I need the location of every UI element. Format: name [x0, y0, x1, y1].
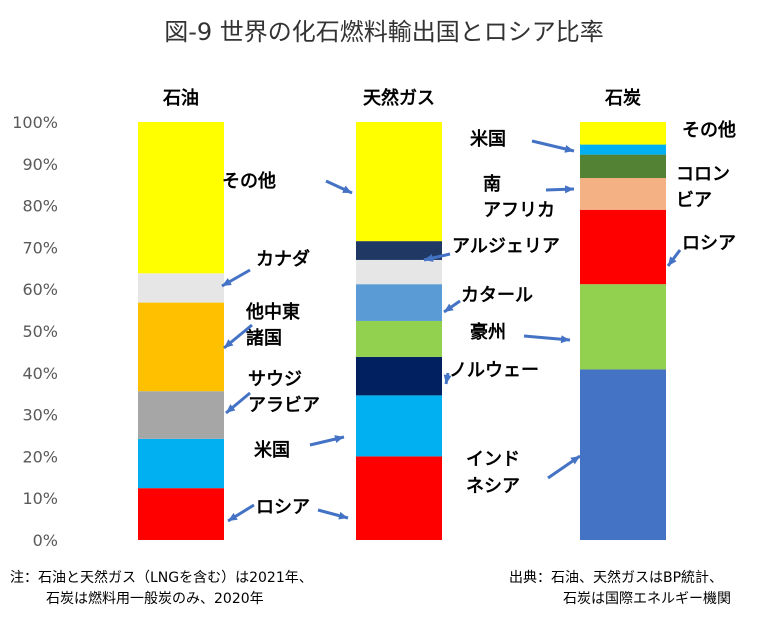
- note-left: 注：石油と天然ガス（LNGを含む）は2021年、 石炭は燃料用一般炭のみ、202…: [10, 569, 313, 607]
- note-right-line-2: 石炭は国際エネルギー機関: [563, 591, 731, 607]
- bar-segment: [356, 456, 442, 540]
- bar-segment: [138, 122, 224, 274]
- annotations: その他カナダ他中東諸国サウジアラビア米国ロシアアルジェリアカタール豪州ノルウェー…: [221, 119, 736, 523]
- bar-segment: [356, 122, 442, 242]
- annotation-arrow: [223, 323, 253, 350]
- bar-segment: [580, 154, 666, 179]
- annotation-arrow: [443, 372, 452, 385]
- annotation-label: ロシア: [256, 497, 310, 518]
- bar-segment: [138, 302, 224, 392]
- y-axis: 0% 10% 20% 30% 40% 50% 60% 70% 80% 90% 100%: [12, 113, 58, 550]
- annotation-arrow: [545, 185, 575, 194]
- annotation-label: 豪州: [470, 321, 506, 343]
- bar-segment: [138, 438, 224, 489]
- y-tick-label: 0%: [33, 531, 58, 550]
- bar-segment: [138, 273, 224, 303]
- bar-segment: [356, 356, 442, 396]
- annotation-arrow: [666, 249, 682, 267]
- y-tick-label: 70%: [22, 238, 58, 257]
- annotation-label: カタール: [461, 285, 533, 306]
- annotation-label: 米国: [254, 439, 290, 461]
- bar-segment: [356, 284, 442, 321]
- annotation-label: サウジアラビア: [248, 369, 320, 416]
- chart-title: 図-9 世界の化石燃料輸出国とロシア比率: [164, 18, 604, 46]
- y-tick-label: 30%: [22, 406, 58, 425]
- annotation-arrow: [221, 268, 251, 288]
- bar-segment: [356, 241, 442, 260]
- bar-segment: [138, 488, 224, 540]
- note-right-line-1: 出典：石油、天然ガスはBP統計、: [509, 569, 723, 586]
- annotation-arrow: [225, 391, 251, 415]
- y-tick-label: 50%: [22, 322, 58, 341]
- y-tick-label: 80%: [22, 197, 58, 216]
- y-tick-label: 20%: [22, 447, 58, 466]
- annotation-label: カナダ: [256, 248, 310, 270]
- y-tick-label: 60%: [22, 280, 58, 299]
- annotation-arrow: [523, 334, 571, 344]
- category-label: 石炭: [604, 87, 641, 109]
- annotation-label: 他中東諸国: [245, 301, 300, 349]
- bar-segment: [356, 320, 442, 357]
- bar-segment: [356, 259, 442, 285]
- annotation-arrow: [443, 299, 461, 314]
- annotation-label: その他: [222, 170, 276, 192]
- y-tick-label: 90%: [22, 155, 58, 174]
- bar-segment: [580, 284, 666, 370]
- annotation-arrow: [531, 139, 575, 153]
- category-label: 天然ガス: [363, 87, 435, 109]
- annotation-label: ロシア: [682, 233, 736, 254]
- annotation-arrow: [423, 252, 451, 262]
- y-tick-label: 40%: [22, 364, 58, 383]
- bar-segment: [580, 122, 666, 145]
- bar-segment: [580, 178, 666, 210]
- y-tick-label: 10%: [22, 489, 58, 508]
- bar-segment: [356, 395, 442, 457]
- note-right: 出典：石油、天然ガスはBP統計、 石炭は国際エネルギー機関: [509, 569, 731, 607]
- annotation-label: ノルウェー: [449, 360, 539, 381]
- note-left-line-2: 石炭は燃料用一般炭のみ、2020年: [46, 590, 264, 607]
- annotation-label: コロンビア: [676, 164, 730, 211]
- annotation-label: アルジェリア: [452, 236, 560, 257]
- y-tick-label: 100%: [12, 113, 58, 132]
- annotation-label: 米国: [470, 128, 506, 150]
- category-label: 石油: [162, 87, 199, 109]
- category-labels: 石油 天然ガス 石炭: [162, 87, 641, 109]
- annotation-arrow: [317, 508, 349, 520]
- annotation-arrow: [309, 435, 345, 447]
- annotation-arrow: [547, 454, 581, 480]
- annotation-label: 南アフリカ: [483, 173, 555, 221]
- bar-segment: [580, 369, 666, 540]
- bar-segment: [580, 209, 666, 285]
- bar-segment: [138, 391, 224, 439]
- bar-segment: [580, 144, 666, 155]
- note-left-line-1: 注：石油と天然ガス（LNGを含む）は2021年、: [10, 569, 313, 586]
- annotation-arrow: [227, 503, 255, 523]
- annotation-label: その他: [682, 119, 736, 141]
- bars: [138, 122, 666, 540]
- annotation-arrow: [325, 179, 353, 195]
- annotation-label: インドネシア: [466, 449, 520, 497]
